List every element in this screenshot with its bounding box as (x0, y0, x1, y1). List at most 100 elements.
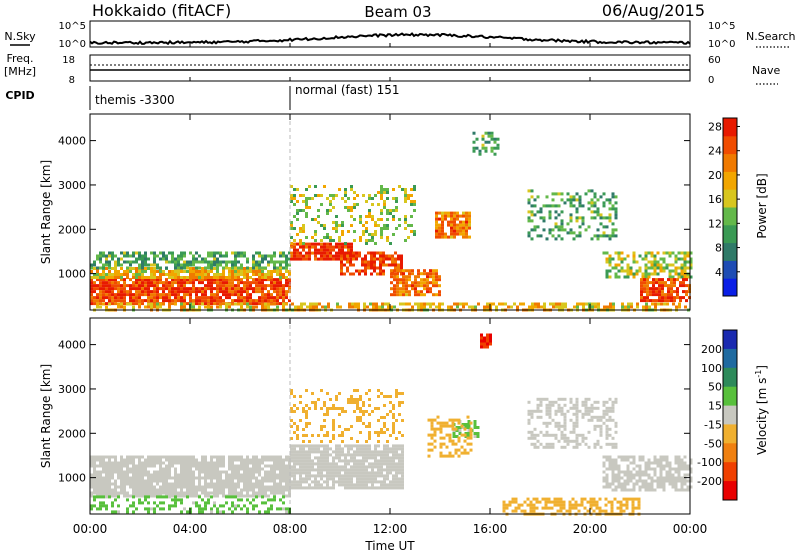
heat-cell (622, 509, 626, 513)
heat-cell (210, 467, 213, 471)
heat-cell (653, 458, 657, 462)
heat-cell (560, 430, 564, 434)
heat-cell (135, 479, 138, 483)
heat-cell (195, 461, 198, 465)
heat-cell (614, 485, 618, 489)
heat-cell (548, 204, 552, 208)
heat-cell (120, 287, 123, 291)
heat-cell (141, 270, 144, 273)
heat-cell (102, 482, 105, 486)
heat-cell (201, 257, 204, 261)
heat-cell (365, 471, 368, 475)
heat-cell (153, 276, 156, 279)
heat-cell (340, 257, 343, 261)
heat-cell (398, 465, 401, 469)
heat-cell (293, 483, 296, 487)
heat-cell (189, 270, 192, 273)
heat-cell (216, 507, 219, 511)
heat-cell (473, 420, 477, 423)
heat-cell (135, 473, 138, 477)
heat-cell (644, 272, 648, 276)
heat-cell (216, 464, 219, 468)
heat-cell (96, 473, 99, 477)
heat-cell (386, 483, 389, 487)
heat-cell (129, 482, 132, 486)
heat-cell (430, 418, 434, 422)
heat-cell (180, 263, 183, 267)
heat-cell (153, 305, 156, 309)
heat-cell (111, 278, 114, 282)
heat-cell (183, 494, 186, 498)
heat-cell (347, 474, 350, 478)
heat-cell (361, 257, 364, 261)
heat-cell (279, 290, 282, 294)
heat-cell (359, 474, 362, 478)
heat-cell (368, 453, 371, 457)
heat-cell (347, 209, 350, 212)
heat-cell (350, 486, 353, 490)
heat-cell (243, 267, 246, 270)
heat-cell (365, 425, 368, 428)
heat-cell (459, 226, 462, 230)
heat-cell (466, 415, 470, 419)
heat-cell (213, 491, 216, 495)
heat-cell (679, 281, 682, 285)
heat-cell (96, 276, 99, 279)
heat-cell (144, 267, 147, 270)
heat-cell (279, 485, 282, 489)
heat-cell (519, 302, 522, 306)
heat-cell (674, 455, 678, 459)
heat-cell (356, 474, 359, 478)
heat-cell (530, 195, 534, 199)
heat-cell (584, 409, 588, 413)
heat-cell (168, 270, 171, 273)
heat-cell (317, 474, 320, 478)
heat-cell (451, 439, 455, 443)
heat-cell (493, 152, 497, 156)
heat-cell (198, 473, 201, 477)
heat-cell (156, 284, 159, 288)
heat-cell (285, 260, 288, 264)
heat-cell (159, 485, 162, 489)
heat-cell (548, 403, 552, 407)
heat-cell (335, 251, 338, 255)
heat-cell (141, 273, 144, 276)
heat-cell (192, 270, 195, 273)
heat-cell (219, 473, 222, 477)
heat-cell (195, 290, 198, 294)
heat-cell (216, 458, 219, 462)
heat-cell (539, 210, 543, 214)
heat-cell (377, 218, 380, 221)
heat-cell (347, 444, 350, 448)
heat-cell (252, 470, 255, 474)
heat-cell (231, 281, 234, 285)
heat-cell (198, 507, 201, 511)
heat-cell (93, 504, 96, 508)
heat-cell (135, 488, 138, 492)
heat-cell (108, 458, 111, 462)
heat-cell (614, 479, 618, 483)
heat-cell (394, 251, 397, 255)
heat-cell (320, 428, 323, 431)
heat-cell (344, 468, 347, 472)
heat-cell (168, 491, 171, 495)
heat-cell (141, 260, 144, 264)
x-tick-label: 04:00 (173, 522, 208, 536)
heat-cell (377, 462, 380, 466)
heat-cell (192, 458, 195, 462)
heat-cell (383, 459, 386, 463)
heat-cell (659, 473, 663, 477)
heat-cell (255, 470, 258, 474)
heat-cell (463, 448, 467, 452)
heat-cell (123, 254, 126, 258)
heat-cell (392, 422, 395, 425)
heat-cell (240, 266, 243, 270)
heat-cell (243, 479, 246, 483)
heat-cell (216, 290, 219, 294)
heat-cell (332, 465, 335, 469)
heat-cell (362, 477, 365, 481)
heat-cell (305, 416, 308, 419)
heat-cell (358, 254, 361, 258)
heat-cell (246, 302, 249, 306)
heat-cell (93, 276, 96, 279)
